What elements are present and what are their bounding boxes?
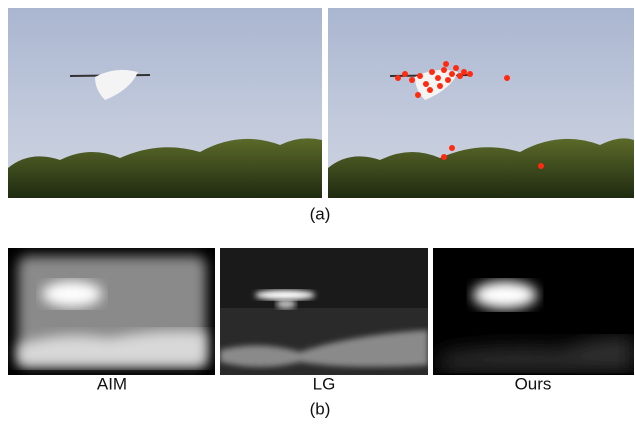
figure: (a) AIM LG Ours (b)	[0, 0, 635, 426]
map-label: Ours	[515, 374, 552, 393]
saliency-map-ours	[433, 248, 634, 375]
panel-label: (a)	[310, 204, 331, 223]
saliency-map-aim	[8, 248, 215, 375]
panel-label: (b)	[310, 399, 331, 418]
map-label: LG	[313, 374, 336, 393]
photo-fixations	[328, 8, 634, 198]
map-label: AIM	[97, 374, 127, 393]
saliency-map-lg	[220, 248, 428, 375]
photo-original	[8, 8, 322, 198]
